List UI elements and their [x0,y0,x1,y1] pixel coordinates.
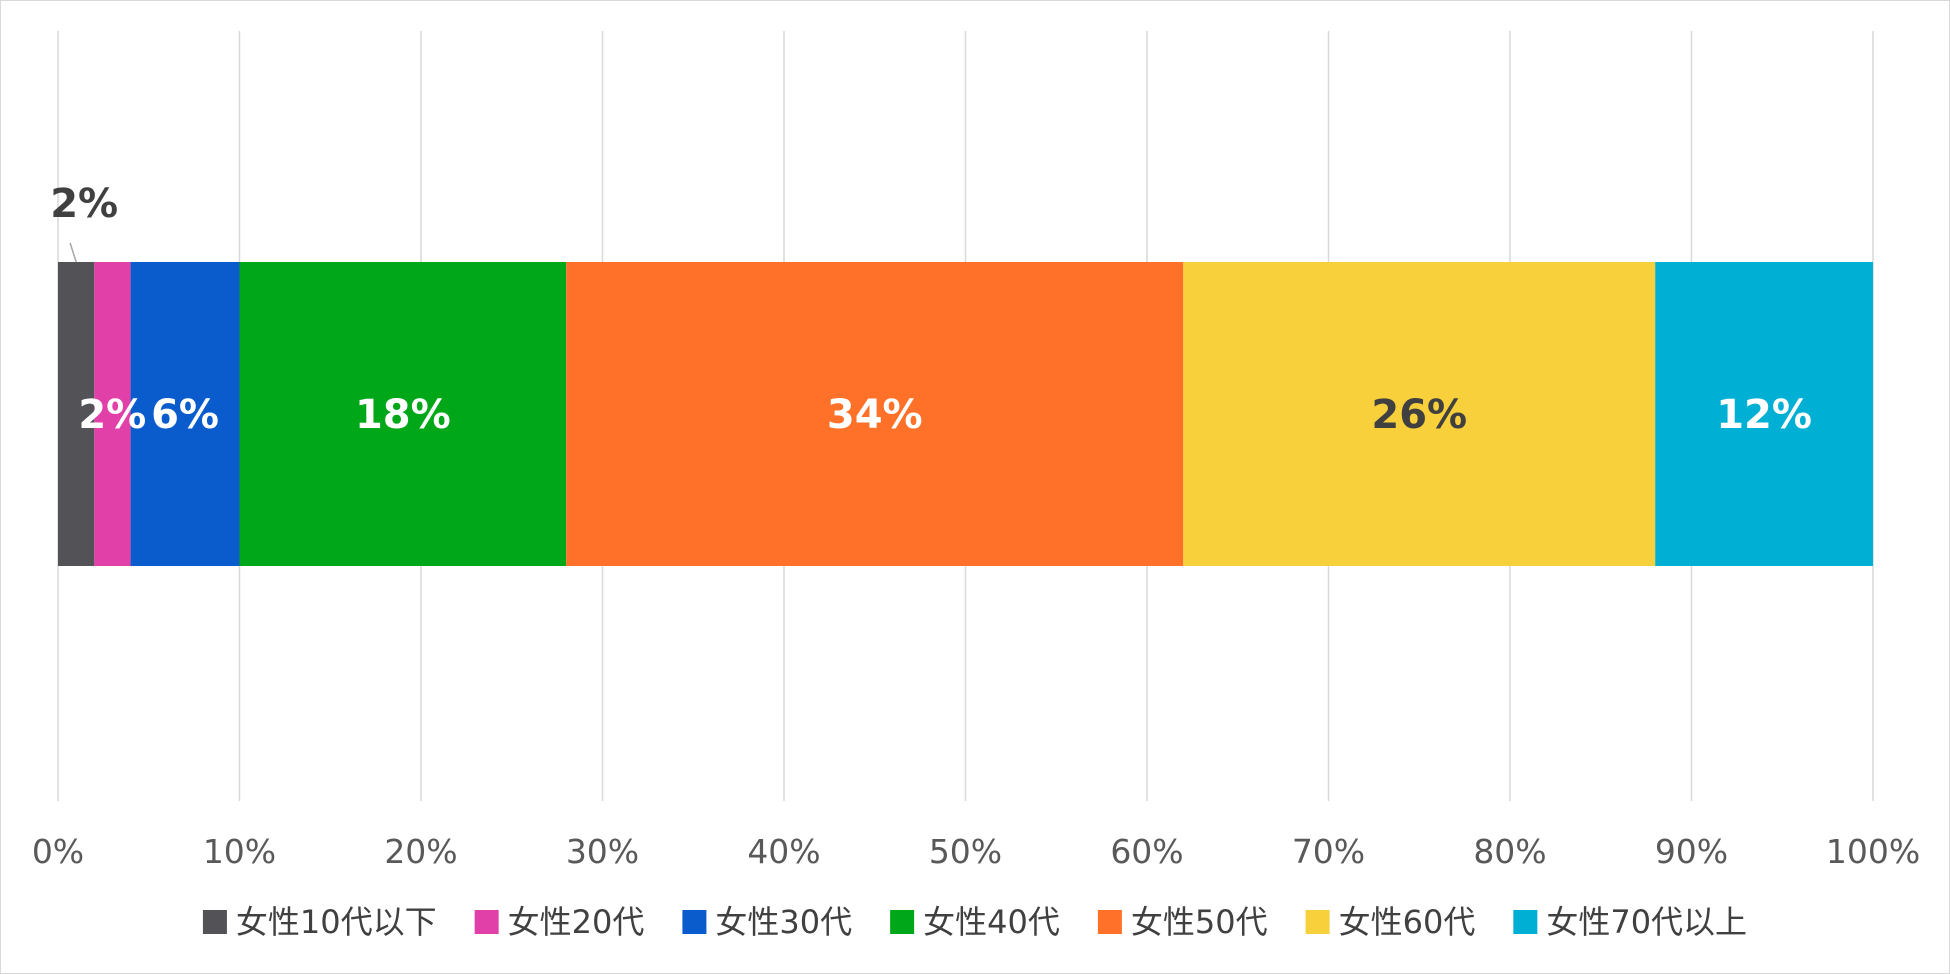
x-tick-label: 20% [384,832,457,871]
legend-item: 女性50代 [1097,903,1268,941]
legend-label: 女性20代 [508,903,645,941]
legend-item: 女性60代 [1305,903,1476,941]
data-label: 2% [50,181,118,227]
legend-item: 女性70代以上 [1513,903,1747,941]
legend-swatch [890,910,915,934]
legend-label: 女性30代 [715,903,852,941]
data-label-leader [69,242,77,263]
x-tick-label: 100% [1826,832,1920,871]
data-label: 26% [1371,392,1467,438]
data-label: 12% [1716,392,1812,438]
legend-item: 女性20代 [474,903,645,941]
legend-swatch [202,910,227,934]
x-tick-label: 50% [929,832,1002,871]
legend-swatch [474,910,499,934]
data-label: 6% [151,392,219,438]
bar-segment [239,262,567,566]
x-axis-ticks: 0% 10% 20% 30% 40% 50% 60% 70% 80% 90% 100% [32,832,1920,871]
legend-swatch [1513,910,1538,934]
legend-item: 女性10代以下 [202,903,437,941]
x-tick-label: 40% [747,832,820,871]
legend-swatch [682,910,707,934]
legend-item: 女性40代 [890,903,1060,941]
legend-swatch [1305,910,1330,934]
data-label: 34% [827,392,923,438]
x-tick-label: 0% [32,832,84,871]
x-tick-label: 90% [1655,832,1728,871]
legend-label: 女性70代以上 [1546,903,1747,941]
legend-item: 女性30代 [682,903,852,941]
legend: 女性10代以下 女性20代 女性30代 女性40代 女性50代 女性60代 女性70代以上 [202,903,1747,941]
legend-swatch [1097,910,1122,934]
data-labels: 2%2% 6% 18% 34% 26% 12% [50,181,1812,438]
legend-label: 女性10代以下 [236,903,437,941]
legend-label: 女性50代 [1131,903,1268,941]
bar-segment [1183,262,1656,566]
data-label: 18% [355,392,451,438]
bar-segments [58,262,1873,566]
x-tick-label: 60% [1110,832,1183,871]
x-tick-label: 30% [566,832,639,871]
legend-label: 女性40代 [923,903,1060,941]
bar-segment [58,262,95,566]
x-tick-label: 10% [203,832,276,871]
x-tick-label: 80% [1473,832,1546,871]
bar-segment [1655,262,1873,566]
data-label: 2% [78,392,146,438]
bar-segment [94,262,131,566]
bar-segment [566,262,1184,566]
legend-label: 女性60代 [1339,903,1476,941]
x-tick-label: 70% [1292,832,1365,871]
bar-segment [130,262,240,566]
